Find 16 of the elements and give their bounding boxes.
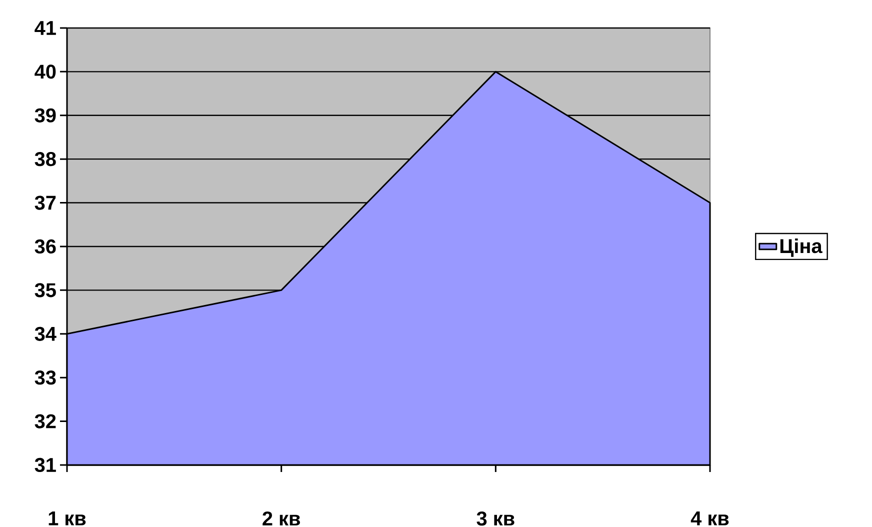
x-tick-label: 4 кв	[690, 512, 729, 526]
y-tick-label: 33	[34, 370, 56, 385]
y-tick-label: 38	[34, 152, 56, 166]
y-tick-label: 40	[34, 64, 56, 79]
y-tick-label: 31	[34, 458, 56, 472]
y-tick-label: 41	[34, 21, 56, 35]
x-tick-label: 1 кв	[48, 512, 86, 526]
legend-label: Ціна	[780, 238, 822, 257]
y-tick-label: 32	[34, 414, 56, 428]
x-tick-label: 2 кв	[262, 512, 300, 526]
y-tick-label: 39	[34, 108, 56, 122]
x-tick-label: 3 кв	[476, 512, 514, 526]
y-tick-label: 37	[34, 196, 56, 210]
y-tick-label: 36	[34, 239, 56, 254]
y-tick-label: 34	[34, 326, 56, 341]
y-tick-label: 35	[34, 283, 56, 298]
